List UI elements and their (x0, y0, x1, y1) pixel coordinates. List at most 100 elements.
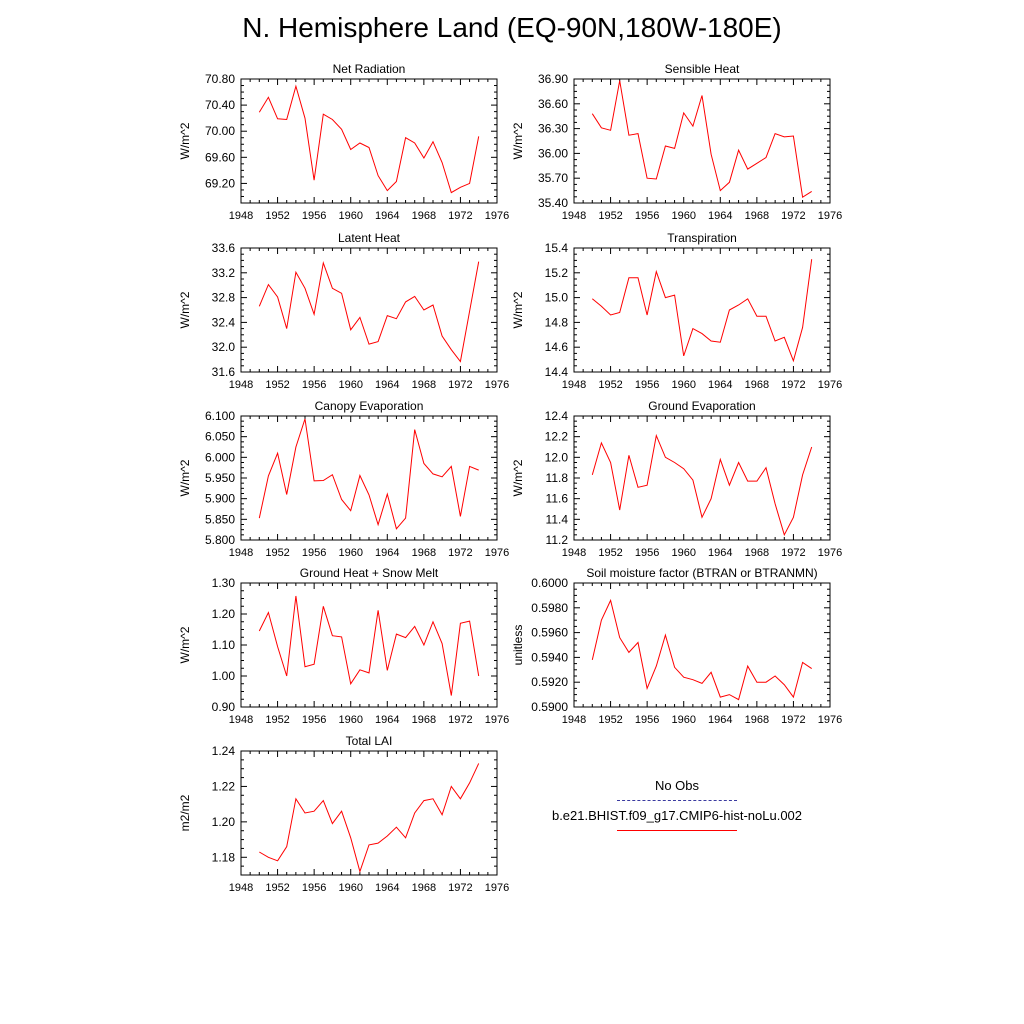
panel-title-latent-heat: Latent Heat (338, 231, 401, 245)
plot-frame-latent-heat (240, 247, 498, 373)
x-tick-label-ground-heat-snow-melt: 1968 (412, 714, 436, 726)
panel-net-radiation: Net Radiation W/m^2 1948 1952 1956 1960 1964 19… (178, 62, 509, 222)
x-tick-label-soil-moisture-factor-btran-or-btranmn: 1976 (818, 714, 842, 726)
y-axis-label-total-lai: m2/m2 (178, 794, 192, 831)
x-tick-label-total-lai: 1968 (412, 882, 436, 894)
panel-ground-heat-snow-melt: Ground Heat + Snow Melt W/m^2 1948 1952 1956… (178, 566, 509, 726)
y-axis-label-sensible-heat: W/m^2 (511, 122, 525, 159)
x-tick-label-ground-heat-snow-melt: 1956 (302, 714, 326, 726)
y-tick-label-ground-heat-snow-melt: 1.30 (212, 576, 236, 590)
panel-title-ground-heat-snow-melt: Ground Heat + Snow Melt (300, 566, 439, 580)
x-tick-label-latent-heat: 1960 (338, 379, 362, 391)
panel-title-sensible-heat: Sensible Heat (665, 62, 740, 76)
x-tick-label-sensible-heat: 1976 (818, 210, 842, 222)
x-tick-label-ground-evaporation: 1960 (671, 547, 695, 559)
y-tick-label-soil-moisture-factor-btran-or-btranmn: 0.5920 (531, 675, 568, 689)
y-tick-label-canopy-evaporation: 5.800 (205, 533, 235, 547)
plot-frame-transpiration (573, 247, 831, 373)
x-tick-label-soil-moisture-factor-btran-or-btranmn: 1952 (598, 714, 622, 726)
legend-label-no-obs: No Obs (654, 778, 700, 793)
x-tick-label-transpiration: 1964 (708, 379, 732, 391)
x-tick-label-latent-heat: 1948 (229, 379, 253, 391)
x-tick-label-soil-moisture-factor-btran-or-btranmn: 1960 (671, 714, 695, 726)
y-axis-label-transpiration: W/m^2 (511, 291, 525, 328)
panel-title-canopy-evaporation: Canopy Evaporation (315, 399, 424, 413)
y-tick-label-ground-heat-snow-melt: 1.00 (212, 669, 236, 683)
x-tick-label-ground-heat-snow-melt: 1976 (485, 714, 509, 726)
y-tick-label-transpiration: 14.8 (545, 315, 569, 329)
y-tick-label-transpiration: 14.6 (545, 340, 569, 354)
y-tick-label-latent-heat: 32.4 (212, 315, 236, 329)
x-tick-label-ground-heat-snow-melt: 1952 (265, 714, 289, 726)
y-tick-label-net-radiation: 70.80 (205, 72, 235, 86)
legend: No Obs b.e21.BHIST.f09_g17.CMIP6-hist-no… (517, 770, 837, 840)
x-tick-label-sensible-heat: 1964 (708, 210, 732, 222)
y-axis-label-ground-heat-snow-melt: W/m^2 (178, 626, 192, 663)
series-line-total-lai (259, 763, 480, 874)
y-tick-label-ground-evaporation: 11.2 (546, 533, 569, 547)
y-tick-label-ground-heat-snow-melt: 0.90 (212, 700, 236, 714)
y-tick-label-soil-moisture-factor-btran-or-btranmn: 0.6000 (531, 576, 568, 590)
x-tick-label-ground-heat-snow-melt: 1960 (338, 714, 362, 726)
series-line-ground-evaporation (591, 433, 813, 537)
y-axis-label-ground-evaporation: W/m^2 (511, 459, 525, 496)
y-tick-label-canopy-evaporation: 5.900 (205, 492, 235, 506)
x-tick-label-soil-moisture-factor-btran-or-btranmn: 1968 (745, 714, 769, 726)
y-tick-label-soil-moisture-factor-btran-or-btranmn: 0.5940 (531, 650, 568, 664)
y-tick-label-canopy-evaporation: 6.050 (205, 430, 235, 444)
x-tick-label-soil-moisture-factor-btran-or-btranmn: 1972 (781, 714, 805, 726)
figure-title: N. Hemisphere Land (EQ-90N,180W-180E) (242, 12, 782, 43)
plot-frame-ground-heat-snow-melt (240, 582, 498, 708)
x-tick-label-canopy-evaporation: 1976 (485, 547, 509, 559)
x-tick-label-soil-moisture-factor-btran-or-btranmn: 1948 (562, 714, 586, 726)
x-tick-label-sensible-heat: 1960 (671, 210, 695, 222)
panel-title-net-radiation: Net Radiation (333, 62, 406, 76)
x-tick-label-latent-heat: 1976 (485, 379, 509, 391)
panel-transpiration: Transpiration W/m^2 1948 1952 1956 1960 1964 19… (511, 231, 842, 391)
x-tick-label-sensible-heat: 1968 (745, 210, 769, 222)
y-axis-label-net-radiation: W/m^2 (178, 122, 192, 159)
y-tick-label-transpiration: 15.0 (545, 291, 569, 305)
series-line-soil-moisture-factor-btran-or-btranmn (591, 598, 812, 701)
x-tick-label-latent-heat: 1972 (448, 379, 472, 391)
x-tick-label-ground-evaporation: 1948 (562, 547, 586, 559)
x-tick-label-total-lai: 1948 (229, 882, 253, 894)
panel-title-soil-moisture-factor-btran-or-btranmn: Soil moisture factor (BTRAN or BTRANMN) (586, 566, 817, 580)
y-tick-label-latent-heat: 32.8 (212, 291, 236, 305)
y-tick-label-latent-heat: 33.2 (212, 266, 236, 280)
x-tick-label-canopy-evaporation: 1964 (375, 547, 399, 559)
x-tick-label-transpiration: 1956 (635, 379, 659, 391)
x-tick-label-sensible-heat: 1972 (781, 210, 805, 222)
x-tick-label-ground-evaporation: 1972 (781, 547, 805, 559)
x-tick-label-total-lai: 1972 (448, 882, 472, 894)
y-tick-label-ground-evaporation: 12.4 (545, 409, 569, 423)
x-tick-label-net-radiation: 1960 (338, 210, 362, 222)
x-tick-label-net-radiation: 1968 (412, 210, 436, 222)
x-tick-label-canopy-evaporation: 1956 (302, 547, 326, 559)
panel-title-ground-evaporation: Ground Evaporation (648, 399, 755, 413)
legend-label-model-run: b.e21.BHIST.f09_g17.CMIP6-hist-noLu.002 (551, 808, 803, 823)
panel-canopy-evaporation: Canopy Evaporation W/m^2 1948 1952 1956 1960 1… (178, 399, 509, 559)
y-tick-label-transpiration: 15.2 (545, 266, 569, 280)
y-tick-label-net-radiation: 69.60 (205, 150, 235, 164)
x-tick-label-ground-evaporation: 1952 (598, 547, 622, 559)
x-tick-label-transpiration: 1948 (562, 379, 586, 391)
x-tick-label-sensible-heat: 1952 (598, 210, 622, 222)
y-tick-label-total-lai: 1.18 (212, 850, 236, 864)
x-tick-label-total-lai: 1976 (485, 882, 509, 894)
y-tick-label-sensible-heat: 36.90 (538, 72, 568, 86)
y-tick-label-latent-heat: 31.6 (212, 365, 236, 379)
panel-ground-evaporation: Ground Evaporation W/m^2 1948 1952 1956 1960 1… (511, 399, 842, 559)
x-tick-label-total-lai: 1964 (375, 882, 399, 894)
panel-sensible-heat: Sensible Heat W/m^2 1948 1952 1956 1960 1964 19… (511, 62, 842, 222)
x-tick-label-soil-moisture-factor-btran-or-btranmn: 1956 (635, 714, 659, 726)
x-tick-label-net-radiation: 1964 (375, 210, 399, 222)
y-tick-label-ground-evaporation: 12.2 (545, 430, 569, 444)
legend-swatch-model-run (617, 830, 737, 831)
y-tick-label-soil-moisture-factor-btran-or-btranmn: 0.5900 (531, 700, 568, 714)
x-tick-label-ground-evaporation: 1964 (708, 547, 732, 559)
panel-latent-heat: Latent Heat W/m^2 1948 1952 1956 1960 1964 1968… (178, 231, 509, 391)
y-tick-label-total-lai: 1.20 (212, 815, 236, 829)
x-tick-label-canopy-evaporation: 1968 (412, 547, 436, 559)
